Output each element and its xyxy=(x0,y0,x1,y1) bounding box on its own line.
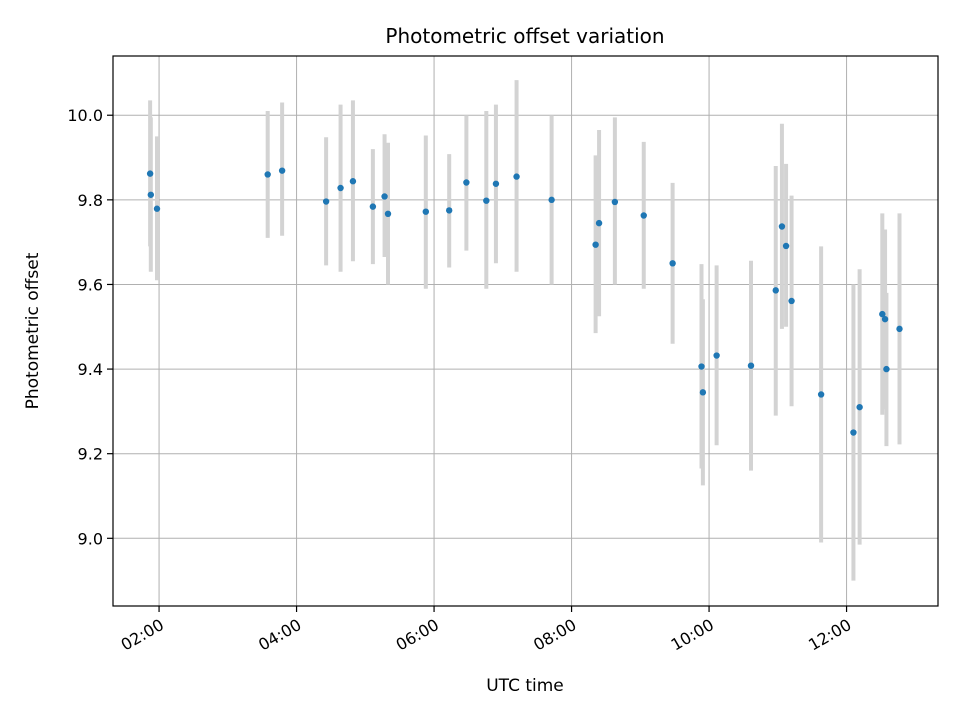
data-point xyxy=(592,241,599,248)
chart-title: Photometric offset variation xyxy=(385,24,664,48)
data-point xyxy=(369,203,377,210)
data-point xyxy=(278,167,286,174)
data-point xyxy=(548,196,555,204)
data-point xyxy=(463,179,470,186)
data-point xyxy=(381,193,388,200)
data-points xyxy=(146,167,903,436)
data-point xyxy=(896,325,903,333)
y-tick-label: 9.8 xyxy=(78,191,103,210)
data-point xyxy=(146,170,154,177)
data-point xyxy=(883,365,890,373)
data-point xyxy=(513,173,520,180)
y-axis-title: Photometric offset xyxy=(23,252,43,409)
data-point xyxy=(856,403,863,411)
y-tick-label: 9.4 xyxy=(78,360,103,379)
data-point xyxy=(322,198,330,205)
data-point xyxy=(384,210,392,218)
data-point xyxy=(483,197,490,204)
data-point xyxy=(698,363,705,370)
data-point xyxy=(422,208,430,215)
data-point xyxy=(445,207,453,214)
data-point xyxy=(337,184,344,192)
data-point xyxy=(782,242,790,250)
y-tick-label: 10.0 xyxy=(67,106,103,125)
data-point xyxy=(264,171,271,178)
data-point xyxy=(817,391,825,398)
data-point xyxy=(788,297,795,305)
data-point xyxy=(669,260,676,267)
plot-area-frame xyxy=(112,55,939,607)
data-point xyxy=(772,287,779,294)
data-point xyxy=(699,389,707,396)
data-point xyxy=(492,180,500,187)
data-point xyxy=(850,429,857,436)
y-tick-label: 9.6 xyxy=(78,275,103,294)
data-point xyxy=(747,362,755,369)
data-point xyxy=(879,310,886,318)
data-point xyxy=(881,315,889,323)
y-tick-label: 9.0 xyxy=(78,529,103,548)
data-point xyxy=(611,198,619,206)
data-point xyxy=(595,219,603,227)
data-point xyxy=(349,178,357,185)
data-point xyxy=(640,212,647,219)
grid-lines xyxy=(113,56,938,606)
x-axis-title: UTC time xyxy=(486,676,564,696)
y-tick-label: 9.2 xyxy=(78,445,103,464)
data-point xyxy=(147,191,155,198)
data-point xyxy=(778,223,786,230)
data-point xyxy=(713,352,720,359)
data-point xyxy=(153,205,161,212)
